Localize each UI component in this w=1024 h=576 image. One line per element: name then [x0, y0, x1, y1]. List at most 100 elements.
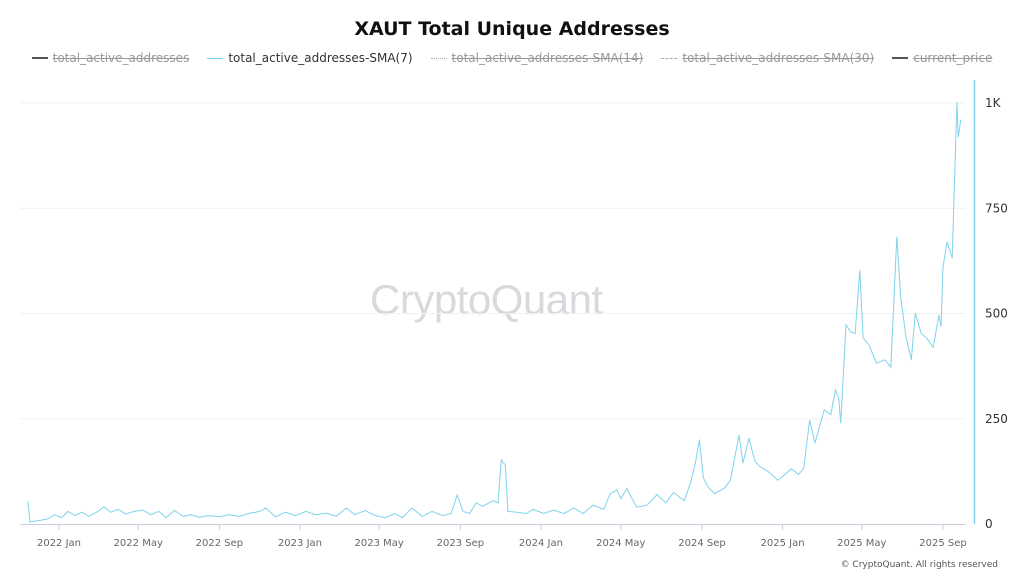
- legend-item-sma7[interactable]: total_active_addresses-SMA(7): [207, 51, 413, 65]
- data-point: [914, 312, 916, 314]
- data-point: [884, 359, 886, 361]
- legend-swatch: [207, 57, 224, 59]
- data-point: [896, 236, 898, 238]
- data-point: [165, 517, 167, 519]
- data-point: [656, 494, 658, 495]
- data-point: [47, 518, 49, 520]
- data-point: [830, 414, 832, 415]
- data-point: [942, 266, 944, 268]
- legend-swatch: [661, 57, 678, 59]
- data-point: [411, 507, 413, 509]
- legend-item-sma30[interactable]: total_active_addresses-SMA(30): [661, 51, 874, 65]
- data-point: [125, 513, 127, 515]
- data-point: [354, 514, 356, 516]
- legend-item-current-price[interactable]: current_price: [892, 51, 992, 65]
- legend: total_active_addresses total_active_addr…: [0, 51, 1024, 65]
- data-point: [38, 520, 39, 522]
- y-tick-label: 250: [985, 412, 1008, 426]
- data-point: [265, 507, 267, 509]
- legend-item-total-active-addresses[interactable]: total_active_addresses: [31, 51, 189, 65]
- data-point: [759, 466, 761, 468]
- data-point: [784, 473, 786, 475]
- data-point: [609, 493, 611, 495]
- data-point: [940, 326, 942, 327]
- data-point: [431, 510, 433, 512]
- legend-item-sma14[interactable]: total_active_addresses-SMA(14): [430, 51, 643, 65]
- data-point: [150, 514, 152, 516]
- data-point: [938, 314, 940, 316]
- data-point: [516, 511, 517, 513]
- data-point: [500, 459, 502, 461]
- data-point: [248, 513, 249, 514]
- data-point: [384, 517, 386, 519]
- data-point: [174, 510, 175, 511]
- data-point: [553, 509, 554, 511]
- data-point: [110, 511, 111, 513]
- data-point: [238, 516, 240, 517]
- data-point: [840, 422, 842, 424]
- x-tick-label: 2025 Sep: [919, 538, 966, 549]
- data-point: [859, 269, 861, 271]
- data-point: [462, 510, 464, 512]
- x-tick-label: 2024 Sep: [678, 538, 725, 549]
- x-tick-label: 2025 May: [837, 538, 886, 549]
- data-point: [845, 324, 847, 326]
- legend-swatch: [31, 57, 48, 59]
- watermark: CryptoQuant: [370, 276, 603, 323]
- data-point: [754, 460, 756, 462]
- data-point: [616, 489, 618, 491]
- data-point: [294, 515, 296, 516]
- data-point: [456, 494, 458, 496]
- data-point: [475, 502, 477, 504]
- x-tick-label: 2024 Jan: [519, 538, 563, 549]
- data-point: [582, 513, 584, 514]
- data-point: [626, 488, 628, 490]
- data-point: [957, 136, 959, 138]
- data-point: [315, 514, 317, 516]
- y-tick-label: 750: [985, 201, 1008, 215]
- copyright-footer: © CryptoQuant. All rights reserved: [840, 560, 998, 570]
- data-point: [74, 515, 76, 516]
- data-point: [707, 486, 709, 488]
- y-tick-label: 0: [985, 517, 993, 531]
- data-point: [532, 508, 534, 510]
- data-point: [850, 332, 852, 333]
- data-point: [951, 257, 953, 259]
- x-tick-label: 2022 Sep: [196, 538, 243, 549]
- data-point: [497, 502, 499, 504]
- x-tick-label: 2023 Jan: [278, 538, 322, 549]
- data-point: [345, 507, 347, 509]
- data-point: [636, 506, 638, 508]
- data-point: [504, 464, 506, 466]
- data-point: [259, 510, 261, 512]
- y-tick-label: 500: [985, 307, 1008, 321]
- data-point: [450, 513, 452, 514]
- data-point: [592, 504, 594, 506]
- data-point: [61, 517, 63, 519]
- data-point: [809, 419, 811, 421]
- data-point: [142, 509, 144, 511]
- data-point: [325, 512, 327, 514]
- x-tick-label: 2023 May: [355, 538, 404, 549]
- legend-swatch: [430, 57, 447, 59]
- data-point: [88, 516, 90, 517]
- data-point: [563, 513, 565, 514]
- data-point: [394, 513, 396, 514]
- data-point: [275, 516, 276, 518]
- x-tick-label: 2022 Jan: [37, 538, 81, 549]
- data-point: [926, 338, 928, 340]
- data-point: [854, 332, 856, 334]
- data-point: [673, 492, 675, 493]
- data-point: [198, 516, 200, 518]
- data-point: [702, 477, 704, 479]
- data-point: [442, 515, 443, 516]
- data-point: [482, 505, 484, 507]
- data-point: [620, 498, 622, 500]
- data-point: [190, 514, 192, 516]
- data-point: [683, 500, 685, 502]
- data-point: [67, 510, 69, 512]
- data-point: [714, 493, 715, 495]
- legend-swatch: [892, 57, 909, 59]
- data-point: [27, 501, 29, 503]
